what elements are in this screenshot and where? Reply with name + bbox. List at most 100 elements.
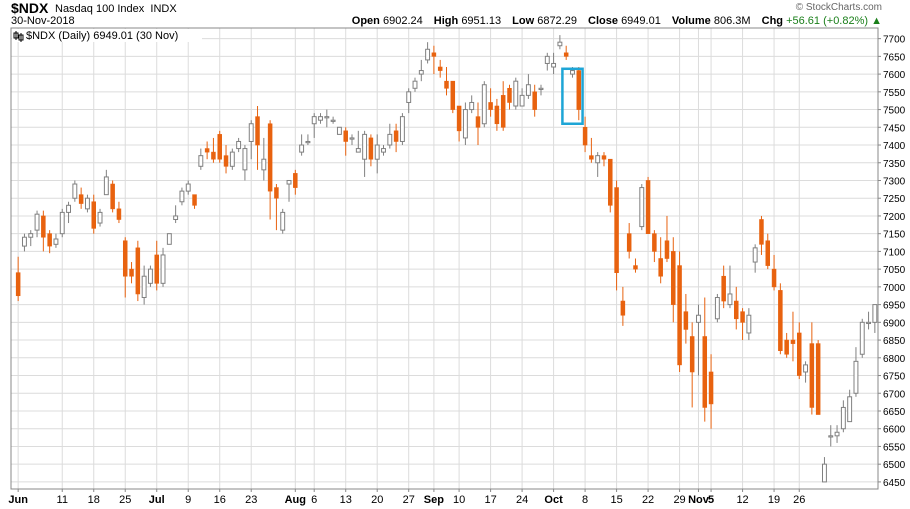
x-tick-label: 13 xyxy=(340,494,352,506)
legend-background xyxy=(12,29,202,42)
low-value: 6872.29 xyxy=(537,15,577,27)
candle xyxy=(507,84,512,110)
candle xyxy=(217,130,222,163)
candle-body xyxy=(582,126,588,146)
y-tick-label: 7500 xyxy=(883,106,906,117)
candle-body xyxy=(809,343,815,408)
candle xyxy=(765,233,771,270)
candle-body xyxy=(859,321,865,355)
candle-body xyxy=(103,176,109,196)
plot-frame xyxy=(10,27,879,490)
candle xyxy=(374,134,380,174)
candle-body xyxy=(318,116,323,121)
candle-body xyxy=(299,144,305,153)
candle xyxy=(41,210,46,252)
candle xyxy=(778,283,783,355)
candle-body xyxy=(734,300,739,320)
candle-body xyxy=(355,148,361,153)
candle xyxy=(103,169,109,196)
y-tick-label: 7150 xyxy=(883,230,906,241)
candle-body xyxy=(614,187,619,273)
candle xyxy=(494,98,500,131)
candle xyxy=(815,340,821,415)
y-tick-label: 7700 xyxy=(883,35,906,46)
candle-body xyxy=(34,213,40,231)
candle xyxy=(21,233,27,252)
candle xyxy=(683,293,689,344)
candle xyxy=(355,130,361,153)
candle-body xyxy=(84,197,90,210)
candle xyxy=(752,244,758,273)
candle xyxy=(671,237,676,323)
candle xyxy=(771,254,777,291)
candle xyxy=(582,116,588,153)
candle xyxy=(721,265,726,309)
candle-body xyxy=(677,265,682,366)
y-tick-label: 7000 xyxy=(883,283,906,294)
candle-body xyxy=(91,201,96,229)
candle-body xyxy=(746,314,752,334)
candle-body xyxy=(538,87,544,90)
candle xyxy=(538,84,544,96)
y-tick-label: 6750 xyxy=(883,372,906,383)
candle-body xyxy=(689,336,695,373)
candle xyxy=(293,169,298,195)
quote-summary: Open 6902.24 High 6951.13 Low 6872.29 Cl… xyxy=(352,15,882,27)
change-value: +56.61 (+0.82%) xyxy=(786,15,869,27)
candle-body xyxy=(513,80,519,107)
candle-body xyxy=(481,84,487,125)
candle-body xyxy=(544,55,550,64)
candle-body xyxy=(532,91,537,110)
candle-body xyxy=(418,70,424,75)
candle xyxy=(696,304,701,376)
candle xyxy=(330,116,336,124)
candle-body xyxy=(381,148,386,153)
candle xyxy=(425,42,431,64)
x-tick-label: 22 xyxy=(642,494,654,506)
candle xyxy=(66,201,71,224)
candle-body xyxy=(576,70,582,110)
candle xyxy=(84,194,90,213)
x-tick-label: 20 xyxy=(371,494,383,506)
candle-body xyxy=(645,180,651,234)
candle-body xyxy=(765,240,771,266)
candle xyxy=(444,67,449,96)
candle xyxy=(834,425,840,443)
candle-body xyxy=(437,66,443,71)
candle xyxy=(412,77,418,92)
candle xyxy=(708,354,714,429)
candle xyxy=(872,304,878,333)
candle-body xyxy=(608,158,613,206)
candle xyxy=(28,230,34,247)
x-tick-label: 19 xyxy=(768,494,780,506)
candle-body xyxy=(362,133,368,160)
candle-body xyxy=(21,236,27,247)
candle xyxy=(406,88,412,114)
candle-body xyxy=(229,151,235,167)
x-tick-label: 24 xyxy=(516,494,528,506)
candle-body xyxy=(198,155,204,167)
candle xyxy=(343,127,348,156)
candle-body xyxy=(248,123,254,142)
candle-body xyxy=(311,116,317,125)
instrument-name: Nasdaq 100 Index INDX xyxy=(55,3,177,15)
y-tick-label: 6800 xyxy=(883,354,906,365)
candle xyxy=(840,400,846,433)
high-label: High xyxy=(433,15,459,27)
candle-body xyxy=(595,155,601,164)
candle xyxy=(116,201,122,224)
y-tick-label: 6950 xyxy=(883,301,906,312)
candle-body xyxy=(217,134,222,160)
candle-body xyxy=(154,254,159,284)
candle xyxy=(236,137,242,153)
candle xyxy=(97,208,103,227)
volume-label: Volume xyxy=(671,15,711,27)
candle xyxy=(78,187,84,209)
candle xyxy=(689,322,695,408)
y-tick-label: 7050 xyxy=(883,265,906,276)
candle-body xyxy=(387,133,393,146)
candles-layer xyxy=(15,35,878,483)
candle xyxy=(185,180,191,195)
legend-box: $NDX (Daily) 6949.01 (30 Nov) xyxy=(12,29,202,42)
y-axis: 6450 6500 6550 6600 6650 6700 6750 6800 6850 6900… xyxy=(878,35,906,489)
